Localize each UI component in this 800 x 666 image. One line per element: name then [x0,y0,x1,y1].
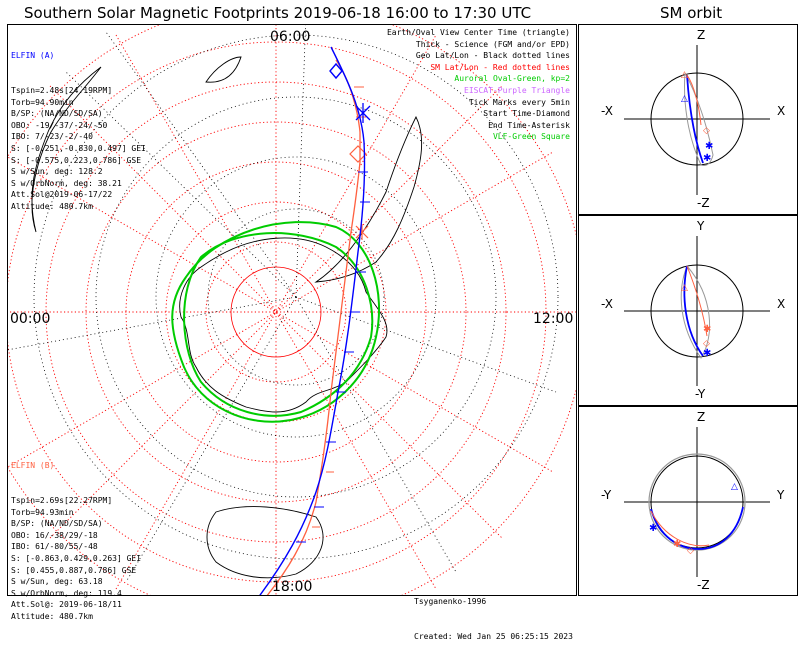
auroral-oval [171,221,380,423]
hour-label-18: 18:00 [272,579,312,595]
sat-b-line: Tspin=2.69s[22.27RPM] [11,495,113,505]
sat-b-line: Att.Sol@: 2019-06-18/11 [11,600,122,610]
orbit-xy-left: -X [601,297,613,311]
svg-text:✱: ✱ [703,348,711,359]
sat-b-line: Torb=94.93min [11,507,74,517]
orbit-panel-xy: Y -Y -X X △ ✱ ◇ ✱ [578,215,798,406]
legend-entry: VLF-Green Square [492,132,570,142]
legend-entry: Thick - Science (FGM and/or EPD) [415,39,570,49]
sat-b-info: ELFIN (B) Tspin=2.69s[22.27RPM] Torb=94.9… [11,437,141,646]
orbit-yz-plot: Z -Z -Y Y △ ✱ ✱ ◇ [601,410,785,592]
orbit-xz-top: Z [697,28,705,42]
hour-label-12: 12:00 [533,311,573,327]
svg-text:✱: ✱ [703,153,711,164]
plot-title: Southern Solar Magnetic Footprints 2019-… [24,4,532,22]
legend-entry: Earth/Oval View Center Time (triangle) [386,28,570,37]
sm-pole-circle [230,266,322,358]
sat-a-asterisk [355,103,371,123]
legend-entry: End Time-Asterisk [488,120,570,130]
orbit-title: SM orbit [660,4,723,22]
orbit-xy-top: Y [696,219,705,233]
orbit-xy-bottom: -Y [695,387,706,401]
sat-b-line: S: [0.455,0.887,0.786] GSE [11,565,137,575]
legend-entry: SM Lat/Lon - Red dotted lines [430,62,570,72]
legend-entry: Start Time-Diamond [483,109,570,119]
sat-b-line: OBO: 16/-38/29/-18 [11,530,98,540]
orbit-yz-left: -Y [601,488,612,502]
legend-entry: Tick Marks every 5min [468,97,570,107]
sat-b-line: Altitude: 480.7km [11,611,93,621]
sat-b-ticks [312,86,366,528]
sat-b-line: S w/Sun, deg: 63.18 [11,577,103,587]
sat-b-line: S w/OrbNorm, deg: 119.4 [11,588,122,598]
legend: Earth/Oval View Center Time (triangle) Th… [387,27,570,143]
sat-a-line: S: [-0.251,-0.830,0.497] GEI [11,143,146,153]
orbit-xz-bottom: -Z [697,196,710,210]
orbit-yz-top: Z [697,410,705,424]
sat-a-line: OBO: -19/-37/-24/-50 [11,120,108,130]
orbit-xy-plot: Y -Y -X X △ ✱ ◇ ✱ [601,219,785,401]
orbit-panel-xz: Z -Z -X X △ △ ◇ ✱ ✱ [578,24,798,215]
sat-a-line: Tspin=2.48s[24.19RPM] [11,85,113,95]
orbit-xz-left: -X [601,104,613,118]
orbit-yz-right: Y [776,488,785,502]
sat-a-line: B/SP: (NA/ND/SD/SA) [11,109,103,119]
sat-b-lines: Tspin=2.69s[22.27RPM] Torb=94.93min B/SP: … [11,495,141,623]
sat-a-line: IBO: 7/-23/-2/-40 [11,132,93,142]
sat-a-start-diamond [329,62,343,80]
sat-b-line: B/SP: (NA/ND/SD/SA) [11,519,103,529]
legend-entry: Auroral Oval-Green, kp=2 [454,74,570,84]
footer: Tsyganenko-1996 Created: Wed Jan 25 06:2… [414,573,573,666]
sat-a-line: S w/Sun, deg: 128.2 [11,167,103,177]
sat-a-line: S: [-0.575,0.223,0.786] GSE [11,155,142,165]
sat-b-track [265,59,361,598]
sat-a-line: Att.Sol@2019-06-17/22 [11,190,113,200]
hour-label-00: 00:00 [10,311,50,327]
svg-text:△: △ [731,482,738,492]
orbit-yz-bottom: -Z [697,578,710,592]
sat-a-ticks [296,171,370,543]
model-name: Tsyganenko-1996 [414,597,487,607]
svg-text:✱: ✱ [703,324,711,335]
svg-text:◇: ◇ [703,126,710,136]
svg-text:✱: ✱ [673,539,681,550]
sat-b-line: IBO: 61/-80/55/-48 [11,542,98,552]
svg-text:✱: ✱ [705,141,713,152]
sat-a-track [250,46,366,608]
footprint-map-panel: 06:00 00:00 12:00 18:00 ELFIN (A) Tspin=… [0,0,596,641]
created-stamp: Created: Wed Jan 25 06:25:15 2023 [414,631,573,641]
sat-a-info: ELFIN (A) Tspin=2.48s[24.19RPM] Torb=94.9… [11,27,146,236]
orbit-panel-yz: Z -Z -Y Y △ ✱ ✱ ◇ [578,406,798,596]
sat-a-line: S w/OrbNorm, deg: 38.21 [11,178,122,188]
sat-a-line: Torb=94.90min [11,97,74,107]
footprint-map: 06:00 00:00 12:00 18:00 [0,0,596,632]
orbit-xy-right: X [777,297,785,311]
svg-text:✱: ✱ [649,523,657,534]
africa-coast [31,66,102,233]
sat-b-name: ELFIN (B) [11,461,55,471]
sat-b-start-diamond [349,145,367,163]
sat-a-name: ELFIN (A) [11,51,55,61]
hour-label-06: 06:00 [270,29,310,45]
svg-text:△: △ [681,283,688,293]
svg-text:△: △ [681,94,688,104]
sat-b-asterisk [355,224,369,240]
australia-coast [206,506,324,579]
south-america-coast [314,115,423,283]
svg-text:△: △ [681,70,688,80]
legend-entry: Geo Lat/Lon - Black dotted lines [415,51,570,61]
sat-a-line: Altitude: 480.7km [11,201,93,211]
geo-grid [0,11,559,583]
sat-a-lines: Tspin=2.48s[24.19RPM] Torb=94.90min B/SP: … [11,85,146,213]
orbit-xz-right: X [777,104,785,118]
nz-coast [205,56,242,83]
sat-b-line: S: [-0.863,0.429,0.263] GEI [11,553,142,563]
orbit-xz-plot: Z -Z -X X △ △ ◇ ✱ ✱ [601,28,785,210]
svg-text:◇: ◇ [687,546,694,556]
legend-entry: EISCAT-Purple Triangle [464,85,570,95]
svg-text:◇: ◇ [703,339,710,349]
